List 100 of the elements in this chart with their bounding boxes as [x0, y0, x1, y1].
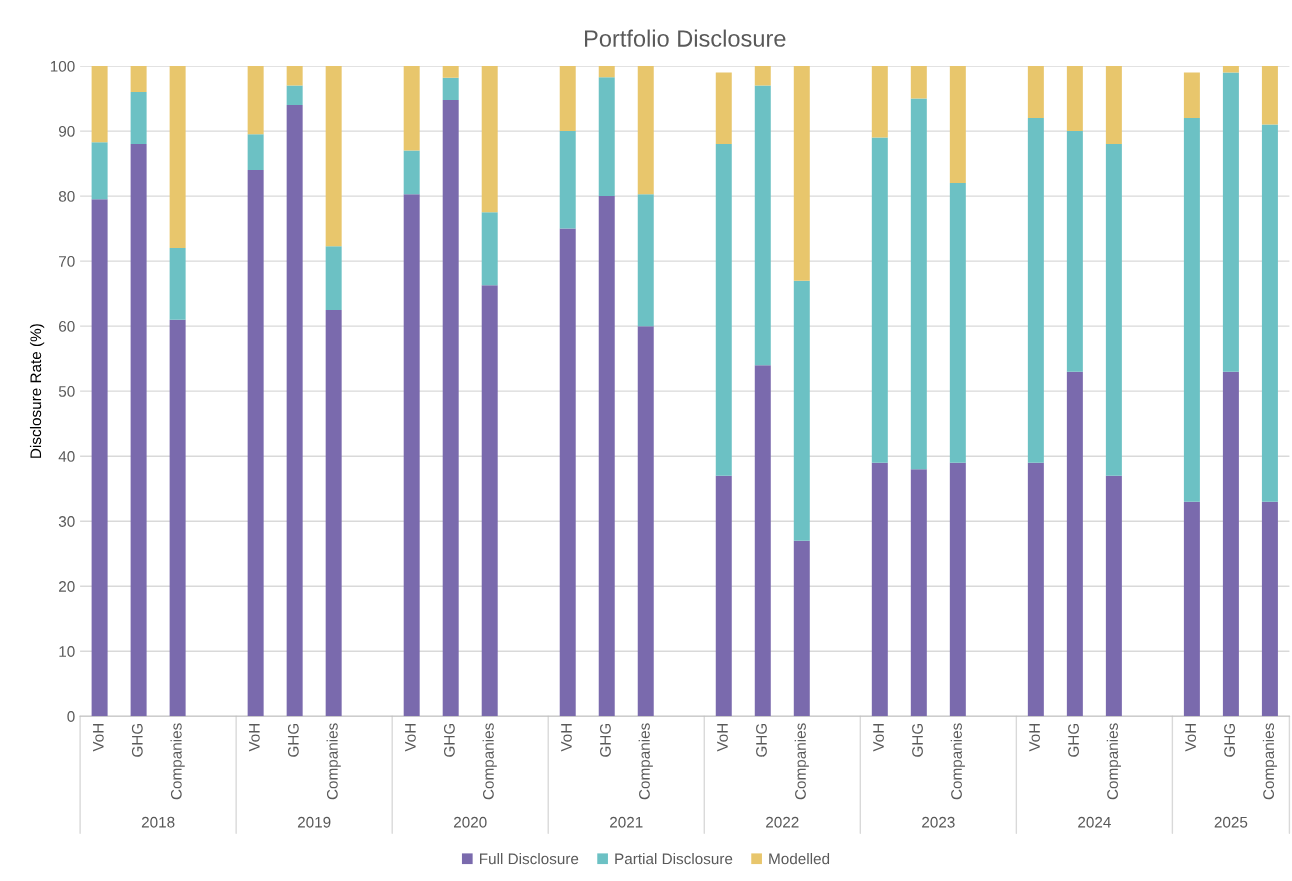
bar: [403, 150, 420, 195]
bar: [1222, 72, 1239, 372]
y-tick-label: 100: [50, 60, 75, 72]
bar: [949, 462, 966, 717]
y-tick-label: 0: [67, 711, 75, 722]
bar: [247, 134, 264, 171]
bar: [1105, 144, 1122, 476]
bar: [286, 66, 303, 86]
bar: [1183, 118, 1200, 502]
bar: [598, 196, 615, 717]
bar: [1066, 131, 1083, 372]
bar: [598, 66, 615, 78]
x-tick-label: VoH: [1185, 724, 1196, 752]
x-tick-label: GHG: [287, 723, 299, 757]
x-tick-label: GHG: [131, 723, 143, 757]
bar: [325, 66, 342, 247]
bar: [91, 199, 108, 717]
x-tick-label: Companies: [638, 723, 653, 800]
x-tick-label: VoH: [249, 724, 260, 752]
x-tick-label: Companies: [1106, 723, 1121, 800]
bar: [169, 248, 186, 320]
bar: [247, 170, 264, 717]
bar: [949, 183, 966, 463]
bar: [949, 66, 966, 184]
x-tick-label: GHG: [600, 723, 611, 757]
text: 2023: [922, 816, 955, 828]
x-tick-label: GHG: [1224, 723, 1235, 757]
bar: [1066, 66, 1083, 132]
bar: [1222, 66, 1239, 73]
chart-title: Portfolio Disclosure: [585, 29, 786, 47]
bar: [754, 365, 771, 717]
bar: [715, 475, 732, 717]
bar: [793, 540, 810, 717]
bar: [169, 319, 186, 717]
x-tick-label: GHG: [912, 723, 923, 757]
bar: [1105, 475, 1122, 717]
text: 2024: [1078, 816, 1111, 828]
bar: [481, 285, 498, 717]
bar: [793, 66, 810, 281]
text: 2021: [610, 816, 643, 828]
bar: [1027, 462, 1044, 717]
bar: [754, 66, 771, 86]
bar: [481, 66, 498, 213]
bar: [130, 92, 147, 145]
y-tick-label: 60: [59, 321, 75, 332]
x-tick-label: Companies: [1262, 723, 1278, 800]
bar: [754, 85, 771, 366]
bar: [637, 66, 654, 195]
text: 2020: [453, 816, 487, 828]
y-axis-title: Disclosure Rate (%): [29, 324, 45, 458]
bar: [1027, 118, 1044, 463]
y-tick-label: 10: [59, 646, 75, 657]
bar: [1183, 501, 1200, 717]
x-tick-label: VoH: [1029, 724, 1040, 752]
bar: [637, 194, 654, 327]
x-tick-label: GHG: [1068, 723, 1079, 757]
bar: [598, 77, 615, 197]
bar: [1261, 501, 1278, 717]
x-tick-label: VoH: [717, 724, 728, 752]
bar: [1027, 66, 1044, 119]
bar: [715, 144, 732, 476]
bar: [403, 66, 420, 151]
bar: [871, 66, 888, 138]
bar: [910, 66, 927, 99]
bar: [1066, 371, 1083, 717]
x-tick-label: Companies: [794, 723, 809, 800]
legend-label: Partial Disclosure: [615, 853, 733, 865]
x-tick-label: GHG: [443, 723, 455, 757]
y-tick-label: 40: [58, 451, 75, 462]
bar: [1222, 371, 1239, 717]
bar: [1261, 124, 1278, 502]
bar: [871, 137, 888, 463]
bar: [325, 309, 342, 717]
bar: [91, 66, 108, 143]
bar: [130, 66, 147, 93]
text: 2018: [141, 816, 175, 828]
bar: [637, 326, 654, 717]
bar: [442, 99, 459, 717]
bar: [442, 66, 459, 78]
x-tick-label: VoH: [405, 724, 416, 752]
x-tick-label: VoH: [873, 724, 884, 752]
bar: [286, 85, 303, 106]
legend-label: Full Disclosure: [480, 853, 579, 865]
y-tick-label: 90: [58, 125, 75, 137]
bar: [130, 144, 147, 717]
x-tick-label: GHG: [756, 723, 767, 757]
bar: [442, 77, 459, 100]
y-tick-label: 80: [58, 190, 75, 202]
bar: [91, 142, 108, 200]
text: 2025: [1214, 816, 1248, 828]
y-tick-label: 50: [58, 386, 75, 397]
bar: [910, 98, 927, 470]
bar: [286, 105, 303, 717]
bar: [1261, 66, 1278, 125]
bar: [1105, 66, 1122, 145]
x-tick-label: VoH: [561, 724, 572, 752]
y-tick-label: 20: [59, 581, 75, 592]
y-tick-label: 70: [59, 256, 75, 267]
bar: [325, 246, 342, 310]
x-tick-label: Companies: [482, 723, 497, 800]
